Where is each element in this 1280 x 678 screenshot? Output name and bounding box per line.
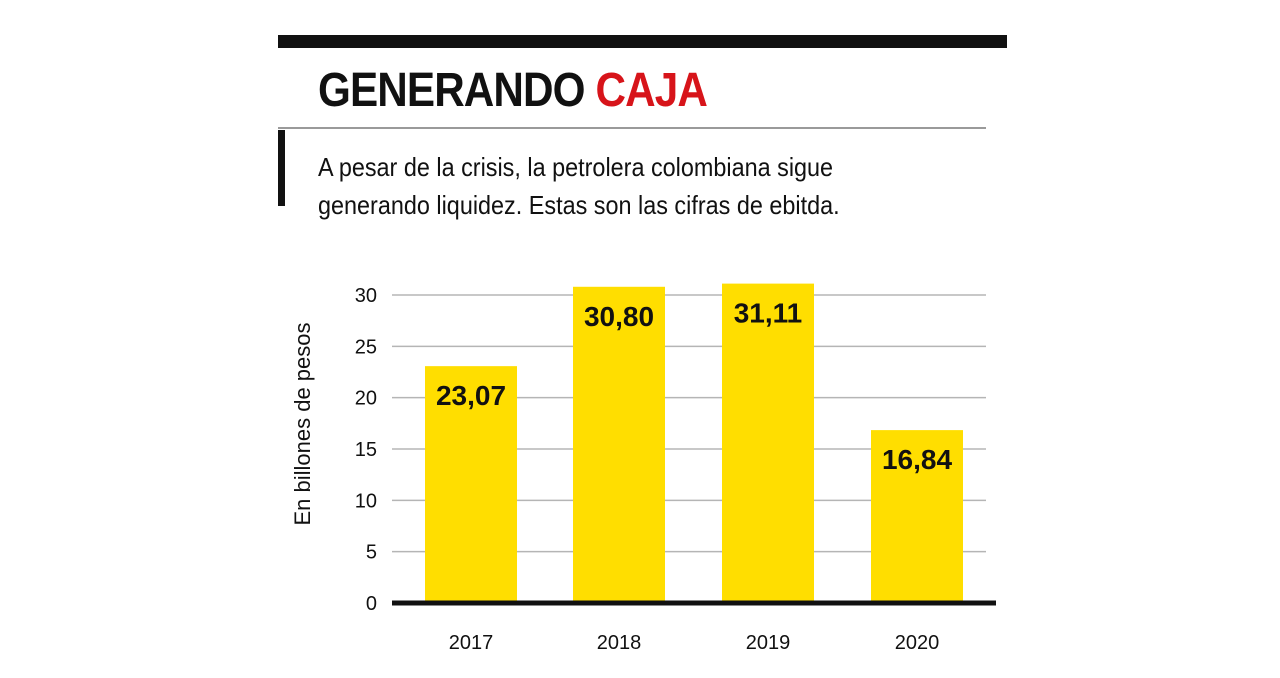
subtitle-bar: [278, 130, 285, 206]
value-label-2018: 30,80: [584, 301, 654, 332]
title-accent: CAJA: [595, 64, 708, 117]
x-tick-label-2017: 2017: [449, 632, 494, 654]
top-rule: [278, 35, 1007, 48]
y-tick-label: 20: [355, 388, 377, 410]
value-labels: 23,07 30,80 31,11 16,84: [436, 298, 952, 476]
title-underline: [278, 127, 986, 129]
y-axis-tick-labels: 0 5 10 15 20 25 30: [355, 285, 377, 615]
y-tick-label: 5: [366, 542, 377, 564]
chart-title: GENERANDO CAJA: [318, 63, 708, 119]
value-label-2017: 23,07: [436, 380, 506, 411]
y-tick-label: 10: [355, 490, 377, 512]
y-tick-label: 30: [355, 285, 377, 307]
y-tick-label: 25: [355, 336, 377, 358]
x-tick-label-2018: 2018: [597, 632, 642, 654]
x-tick-label-2019: 2019: [746, 632, 791, 654]
chart-subtitle: A pesar de la crisis, la petrolera colom…: [318, 148, 948, 224]
y-tick-label: 15: [355, 439, 377, 461]
bar-2018: [573, 286, 665, 603]
y-axis-label: En billones de pesos: [290, 322, 315, 525]
bar-2017: [425, 366, 517, 603]
bar-2020: [871, 430, 963, 603]
bars: [425, 283, 963, 603]
subtitle-line-2: generando liquidez. Estas son las cifras…: [318, 190, 840, 220]
title-main: GENERANDO: [318, 64, 586, 117]
x-tick-label-2020: 2020: [895, 632, 940, 654]
value-label-2020: 16,84: [882, 444, 952, 475]
bar-2019: [722, 283, 814, 603]
value-label-2019: 31,11: [734, 298, 803, 329]
y-tick-label: 0: [366, 593, 377, 615]
subtitle-line-1: A pesar de la crisis, la petrolera colom…: [318, 152, 834, 182]
x-axis-tick-labels: 2017 2018 2019 2020: [449, 632, 940, 654]
